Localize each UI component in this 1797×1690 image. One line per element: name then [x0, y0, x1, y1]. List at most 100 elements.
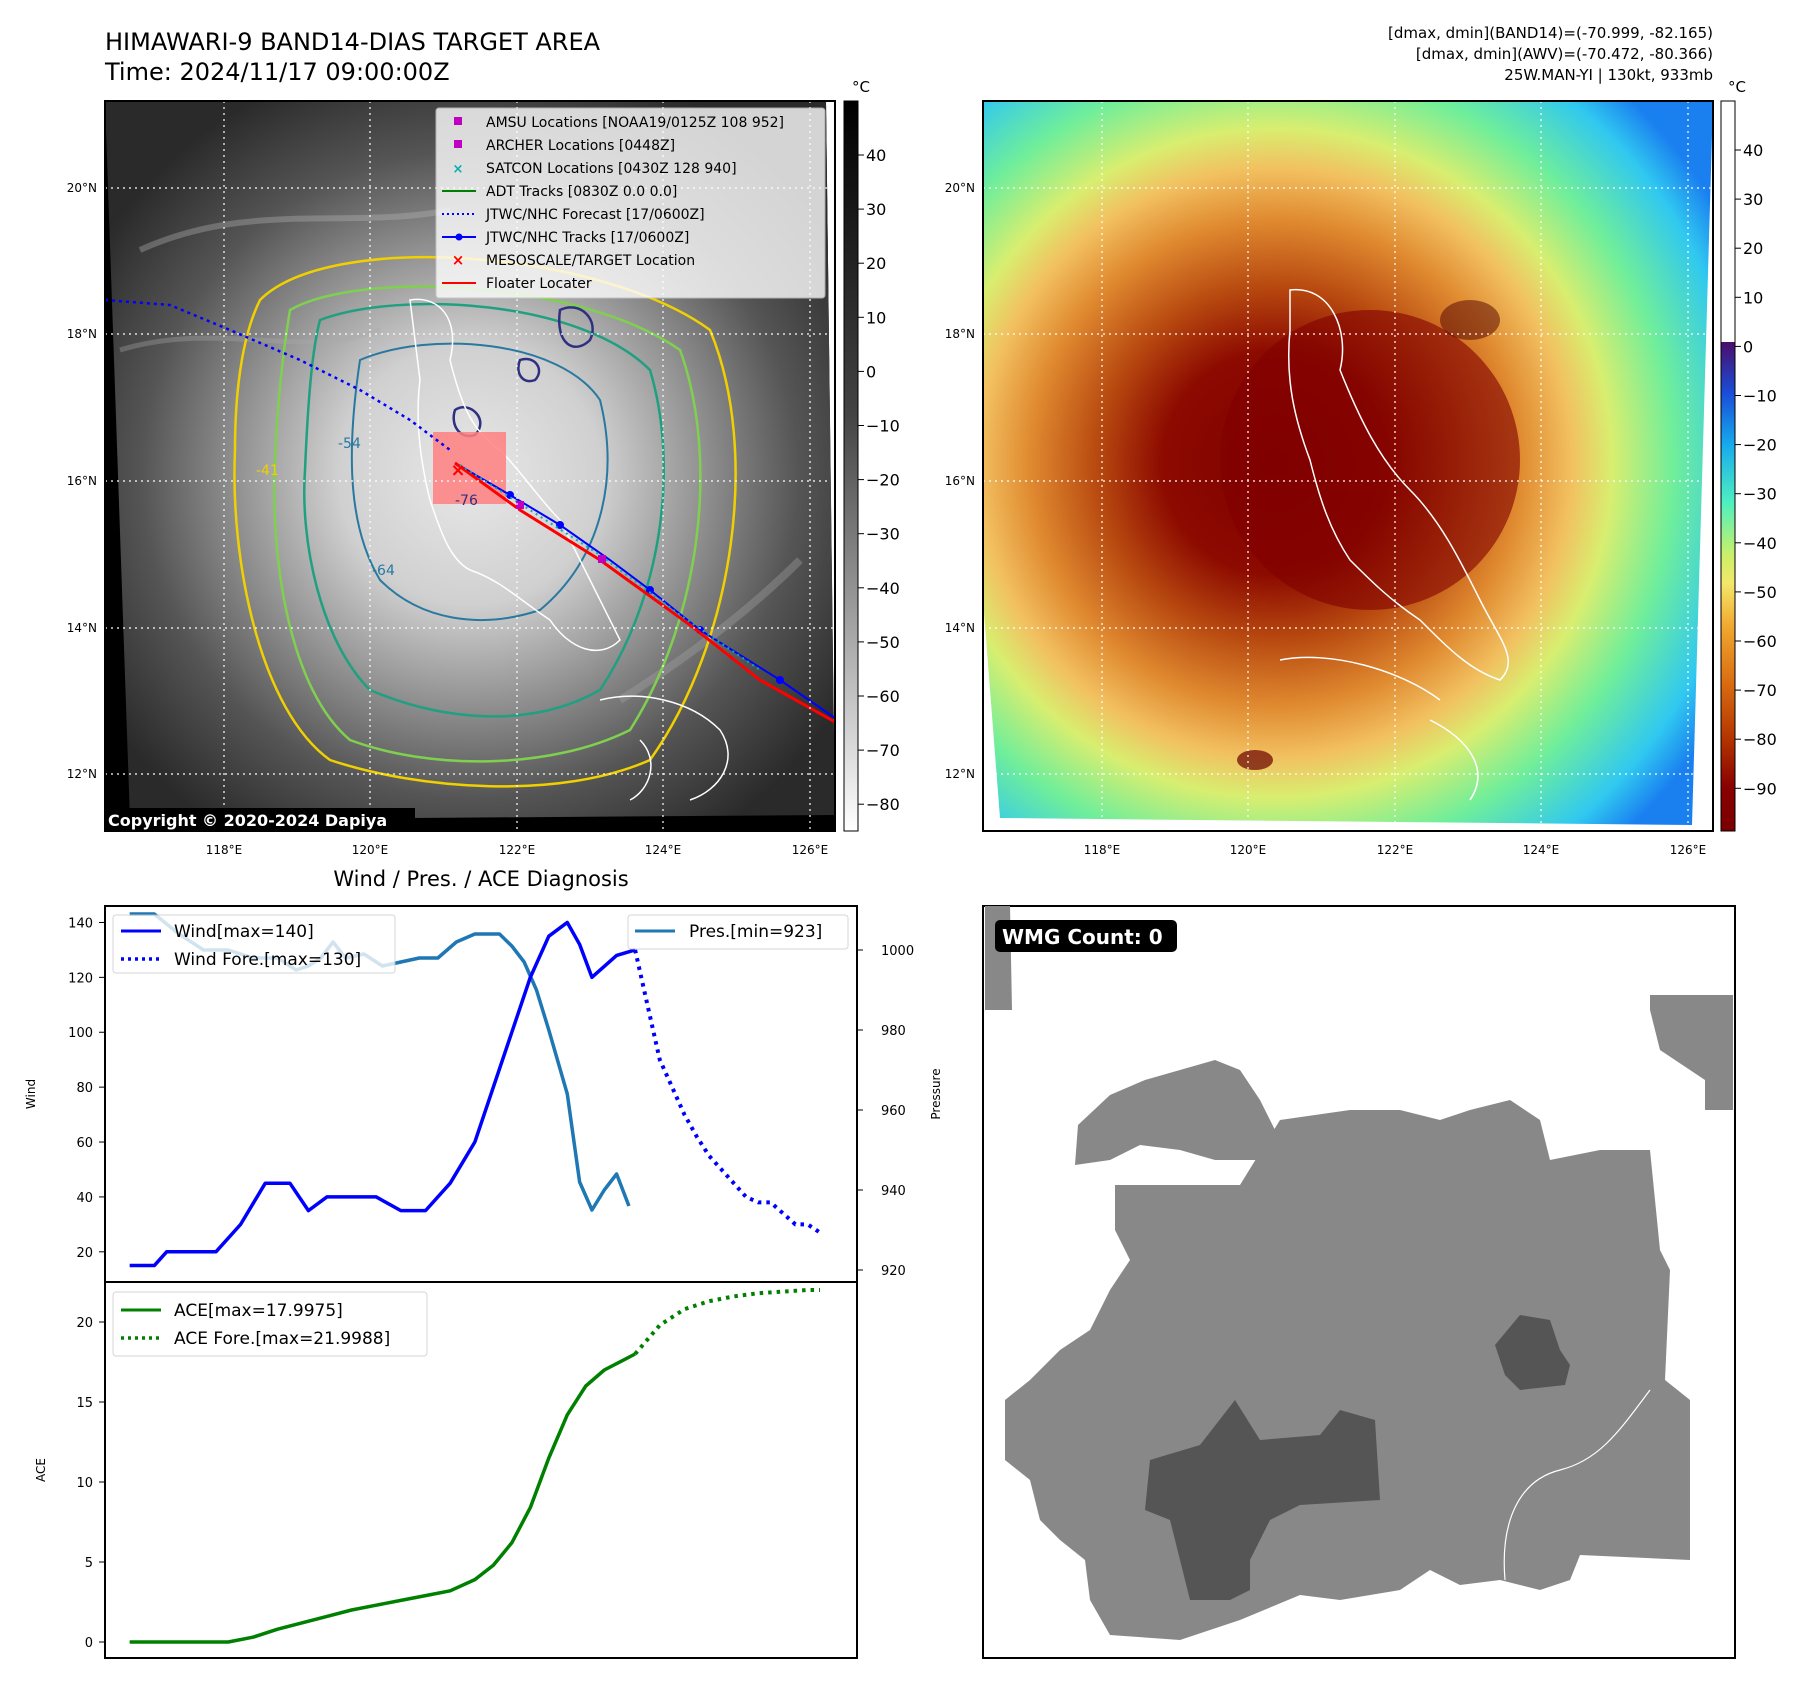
- wmg-cold-region: [1495, 1315, 1570, 1390]
- copyright-text: Copyright © 2020-2024 Dapiya: [108, 811, 387, 830]
- legend-floater: Floater Locater: [486, 276, 592, 292]
- wmg-region: [1650, 995, 1733, 1110]
- y-tick-label: 60: [76, 1136, 93, 1151]
- right-map-frame: [982, 100, 1714, 832]
- y-tick-label: 80: [76, 1081, 93, 1096]
- lon-label: 126°E: [792, 843, 829, 857]
- gray-colorbar-tick-label: 0: [866, 362, 876, 381]
- floater-locater-track: [454, 461, 835, 724]
- lat-label: 18°N: [67, 327, 97, 341]
- gray-colorbar-tick-label: 40: [866, 146, 886, 165]
- amsu-marker: [598, 555, 606, 563]
- ace-legend-label: ACE[max=17.9975]: [174, 1301, 343, 1321]
- coastline-luzon-right: [1287, 289, 1509, 681]
- color-colorbar-ticks: 40 30 20 10 0 −10 −20 −30 −40 −50 −60 −70 −80 −90: [1735, 141, 1777, 798]
- lon-label: 118°E: [206, 843, 243, 857]
- gray-colorbar-tick-label: −70: [866, 741, 900, 760]
- legend-archer: ARCHER Locations [0448Z]: [486, 138, 675, 154]
- legend-target-swatch: ×: [452, 251, 465, 269]
- legend-archer-swatch: [454, 140, 462, 148]
- lat-label: 12°N: [67, 767, 97, 781]
- color-colorbar-tick-label: 40: [1743, 141, 1763, 160]
- left-map-frame: [104, 100, 836, 832]
- lon-label: 118°E: [1084, 843, 1121, 857]
- wind-axis-label: Wind: [24, 1079, 38, 1109]
- copyright-badge: [105, 808, 415, 832]
- wind-legend: Wind[max=140] Wind Fore.[max=130]: [112, 914, 396, 974]
- pres-legend-label: Pres.[min=923]: [689, 922, 822, 942]
- right-map-gridlines: [983, 101, 1713, 831]
- y-tick-label: 10: [76, 1476, 93, 1491]
- lon-label: 120°E: [352, 843, 389, 857]
- color-colorbar-tick-label: −90: [1743, 779, 1777, 798]
- diagnosis-title: Wind / Pres. / ACE Diagnosis: [333, 867, 628, 891]
- wmg-count: WMG Count: 0: [1002, 925, 1163, 949]
- gray-colorbar-tick-label: −60: [866, 687, 900, 706]
- contour-teal: [303, 302, 666, 718]
- legend-amsu: AMSU Locations [NOAA19/0125Z 108 952]: [486, 115, 784, 131]
- wind-fore-legend-label: Wind Fore.[max=130]: [174, 950, 361, 970]
- cold-cloud-blob: [1440, 300, 1500, 340]
- color-colorbar-tick-label: −80: [1743, 730, 1777, 749]
- contour-label: -41: [256, 463, 279, 479]
- lon-label: 126°E: [1670, 843, 1707, 857]
- color-colorbar-tick-label: −70: [1743, 681, 1777, 700]
- lat-label: 14°N: [67, 621, 97, 635]
- color-colorbar-tick-label: −60: [1743, 632, 1777, 651]
- color-colorbar-tick-label: 10: [1743, 288, 1763, 307]
- wmg-coastline: [1503, 1389, 1651, 1581]
- legend-satcon: SATCON Locations [0430Z 128 940]: [486, 161, 737, 177]
- left-lon-labels: 118°E 120°E 122°E 124°E 126°E: [206, 843, 829, 857]
- lat-label: 20°N: [67, 181, 97, 195]
- awv-range: [dmax, dmin](AWV)=(-70.472, -80.366): [1416, 45, 1713, 63]
- contour-lightgreen: [273, 285, 702, 763]
- lon-label: 122°E: [1377, 843, 1414, 857]
- lat-label: 14°N: [945, 621, 975, 635]
- y-tick-label: 1000: [881, 944, 914, 959]
- color-colorbar-tick-label: 20: [1743, 239, 1763, 258]
- wind-axis-ticks: 20 40 60 80 100 120 140: [68, 916, 105, 1261]
- map-legend: AMSU Locations [NOAA19/0125Z 108 952] AR…: [435, 107, 826, 299]
- storm-info: 25W.MAN-YI | 130kt, 933mb: [1504, 66, 1713, 84]
- pres-legend: Pres.[min=923]: [627, 914, 849, 950]
- left-lat-labels: 20°N 18°N 16°N 14°N 12°N: [67, 181, 97, 781]
- cloud-texture: [119, 207, 803, 704]
- coastline-visayas: [599, 695, 729, 801]
- y-tick-label: 140: [68, 916, 93, 931]
- color-colorbar-tick-label: −10: [1743, 387, 1777, 406]
- ace-legend: ACE[max=17.9975] ACE Fore.[max=21.9988]: [112, 1291, 428, 1357]
- lat-label: 18°N: [945, 327, 975, 341]
- figure-title: HIMAWARI-9 BAND14-DIAS TARGET AREA: [105, 28, 601, 56]
- color-colorbar-tick-label: −30: [1743, 485, 1777, 504]
- wmg-region: [1075, 1060, 1275, 1165]
- gray-colorbar-tick-label: −50: [866, 633, 900, 652]
- legend-amsu-swatch: [454, 117, 462, 125]
- figure-time: Time: 2024/11/17 09:00:00Z: [104, 58, 450, 86]
- color-colorbar-tick-label: 0: [1743, 337, 1753, 356]
- ace-series-observed: [129, 1352, 636, 1644]
- ace-axis-label: ACE: [34, 1458, 48, 1482]
- contour-navy-2: [517, 357, 541, 383]
- color-colorbar-tick-label: 30: [1743, 190, 1763, 209]
- archer-marker: [516, 501, 524, 509]
- right-lon-labels: 118°E 120°E 122°E 124°E 126°E: [1084, 843, 1707, 857]
- wmg-count-badge: [995, 920, 1177, 952]
- lat-label: 12°N: [945, 767, 975, 781]
- y-tick-label: 15: [76, 1396, 93, 1411]
- legend-tracks: JTWC/NHC Tracks [17/0600Z]: [485, 230, 689, 246]
- gray-colorbar-tick-label: −30: [866, 525, 900, 544]
- gray-colorbar-tick-label: 30: [866, 200, 886, 219]
- ace-fore-legend-label: ACE Fore.[max=21.9988]: [174, 1329, 390, 1349]
- legend-target: MESOSCALE/TARGET Location: [486, 253, 695, 269]
- lat-label: 16°N: [945, 474, 975, 488]
- gray-colorbar-tick-label: 10: [866, 308, 886, 327]
- right-lat-labels: 20°N 18°N 16°N 14°N 12°N: [945, 181, 975, 781]
- lat-label: 16°N: [67, 474, 97, 488]
- y-tick-label: 980: [881, 1024, 906, 1039]
- y-tick-label: 940: [881, 1184, 906, 1199]
- legend-adt: ADT Tracks [0830Z 0.0 0.0]: [486, 184, 677, 200]
- band14-range: [dmax, dmin](BAND14)=(-70.999, -82.165): [1388, 24, 1713, 42]
- eye-core: [1220, 310, 1520, 610]
- wind-legend-label: Wind[max=140]: [174, 922, 314, 942]
- lon-label: 124°E: [1523, 843, 1560, 857]
